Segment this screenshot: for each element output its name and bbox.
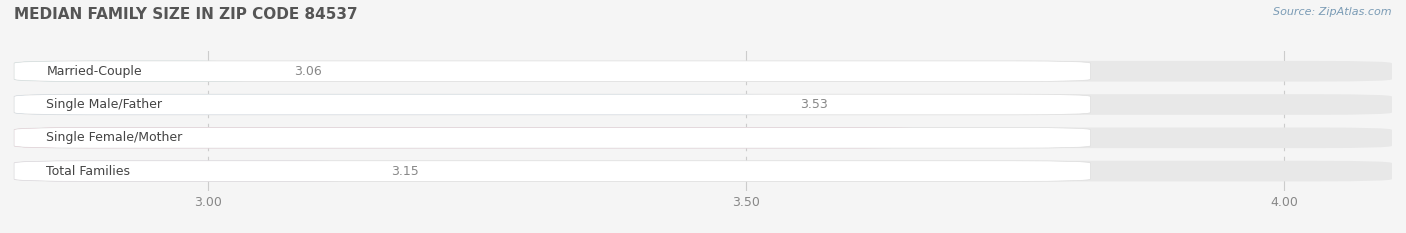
FancyBboxPatch shape	[14, 94, 1392, 115]
FancyBboxPatch shape	[14, 161, 1091, 182]
FancyBboxPatch shape	[14, 127, 1091, 148]
FancyBboxPatch shape	[14, 61, 1392, 82]
Text: MEDIAN FAMILY SIZE IN ZIP CODE 84537: MEDIAN FAMILY SIZE IN ZIP CODE 84537	[14, 7, 357, 22]
Text: Single Female/Mother: Single Female/Mother	[46, 131, 183, 144]
Text: Total Families: Total Families	[46, 164, 131, 178]
Text: Married-Couple: Married-Couple	[46, 65, 142, 78]
FancyBboxPatch shape	[14, 94, 779, 115]
FancyBboxPatch shape	[14, 161, 1392, 182]
Text: 3.68: 3.68	[890, 131, 918, 144]
Text: 3.53: 3.53	[800, 98, 828, 111]
FancyBboxPatch shape	[14, 94, 1091, 115]
FancyBboxPatch shape	[14, 61, 273, 82]
Text: Source: ZipAtlas.com: Source: ZipAtlas.com	[1274, 7, 1392, 17]
Text: Single Male/Father: Single Male/Father	[46, 98, 162, 111]
Text: 3.15: 3.15	[391, 164, 419, 178]
Text: 3.06: 3.06	[294, 65, 322, 78]
FancyBboxPatch shape	[14, 161, 370, 182]
FancyBboxPatch shape	[14, 127, 1392, 148]
FancyBboxPatch shape	[14, 127, 939, 148]
FancyBboxPatch shape	[14, 61, 1091, 82]
